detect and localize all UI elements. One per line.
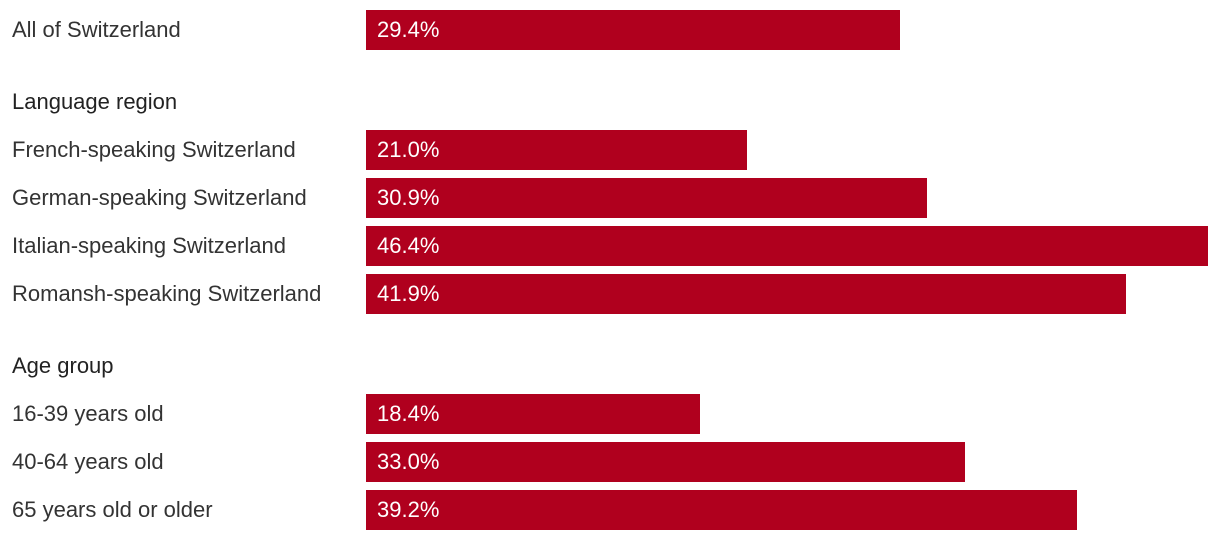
category-label: 16-39 years old bbox=[12, 401, 164, 426]
bar-value-label: 18.4% bbox=[377, 401, 440, 426]
bar bbox=[366, 394, 700, 434]
bar-value-label: 41.9% bbox=[377, 281, 440, 306]
category-label: 40-64 years old bbox=[12, 449, 164, 474]
bar bbox=[366, 178, 927, 218]
bar bbox=[366, 490, 1077, 530]
bar bbox=[366, 10, 900, 50]
category-label: 65 years old or older bbox=[12, 497, 213, 522]
category-label: Italian-speaking Switzerland bbox=[12, 233, 286, 258]
category-label: All of Switzerland bbox=[12, 17, 181, 42]
bar-value-label: 29.4% bbox=[377, 17, 440, 42]
section-heading: Language region bbox=[12, 89, 178, 114]
bar bbox=[366, 274, 1126, 314]
bar-value-label: 33.0% bbox=[377, 449, 440, 474]
category-label: French-speaking Switzerland bbox=[12, 137, 296, 162]
bar bbox=[366, 130, 747, 170]
bar-value-label: 30.9% bbox=[377, 185, 440, 210]
category-label: German-speaking Switzerland bbox=[12, 185, 307, 210]
bar-value-label: 21.0% bbox=[377, 137, 440, 162]
category-label: Romansh-speaking Switzerland bbox=[12, 281, 322, 306]
bar-value-label: 39.2% bbox=[377, 497, 440, 522]
bar bbox=[366, 226, 1208, 266]
bar bbox=[366, 442, 965, 482]
bar-value-label: 46.4% bbox=[377, 233, 440, 258]
section-heading: Age group bbox=[12, 353, 114, 378]
